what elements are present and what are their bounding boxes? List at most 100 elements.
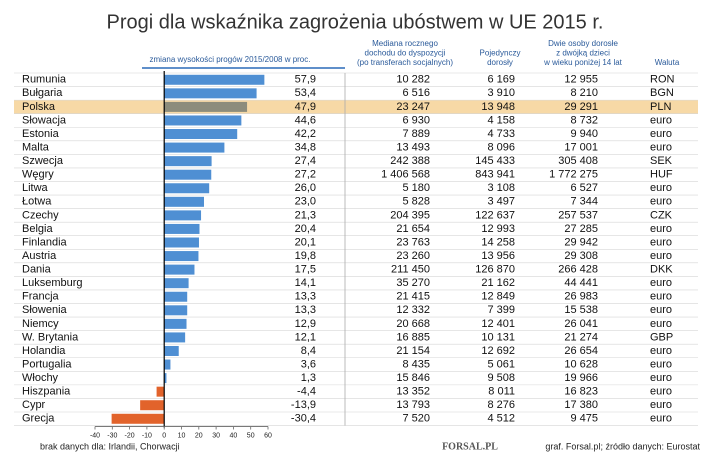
category-label: Niemcy: [22, 318, 59, 330]
table-cell: 8 210: [570, 87, 598, 99]
x-tick-label: -40: [90, 432, 100, 439]
column-header: z dwójką dzieci: [556, 49, 610, 58]
table-cell: 29 308: [564, 250, 598, 262]
currency-cell: euro: [650, 236, 672, 248]
currency-cell: euro: [650, 399, 672, 411]
table-cell: 12 849: [481, 291, 515, 303]
table-cell: 4 512: [487, 413, 515, 425]
table-cell: 7 399: [487, 304, 515, 316]
category-label: Belgia: [22, 223, 53, 235]
table-cell: 6 169: [487, 74, 515, 86]
table-cell: 8 435: [402, 358, 430, 370]
x-tick-label: 30: [212, 432, 220, 439]
x-axis-title: zmiana wysokości progów 2015/2008 w proc…: [150, 55, 311, 64]
table-cell: 5 180: [402, 182, 430, 194]
table-cell: 23 247: [396, 101, 430, 113]
table-cell: 7 344: [570, 196, 598, 208]
table-cell: 9 475: [570, 413, 598, 425]
currency-cell: euro: [650, 277, 672, 289]
currency-cell: euro: [650, 291, 672, 303]
table-cell: 12 993: [481, 223, 515, 235]
column-header: (po transferach socjalnych): [357, 58, 453, 67]
bar: [164, 142, 225, 153]
table-cell: 3 910: [487, 87, 515, 99]
table-cell: 6 516: [402, 87, 430, 99]
category-label: Francja: [22, 291, 60, 303]
x-tick-label: 20: [195, 432, 203, 439]
currency-cell: euro: [650, 182, 672, 194]
category-label: Grecja: [22, 413, 55, 425]
category-label: Włochy: [22, 372, 59, 384]
table-cell: 17 001: [564, 141, 598, 153]
table-cell: 10 131: [481, 331, 515, 343]
category-label: Szwecja: [22, 155, 64, 167]
chart-title: Progi dla wskaźnika zagrożenia ubóstwem …: [107, 11, 604, 33]
x-tick-label: 50: [247, 432, 255, 439]
category-label: Portugalia: [22, 358, 72, 370]
bar: [164, 278, 189, 289]
bar: [140, 400, 165, 411]
table-cell: 9 508: [487, 372, 515, 384]
category-label: Łotwa: [22, 196, 52, 208]
currency-cell: euro: [650, 413, 672, 425]
x-tick-label: 0: [162, 432, 166, 439]
value-label: 12,1: [295, 331, 316, 343]
currency-cell: euro: [650, 250, 672, 262]
table-cell: 15 846: [396, 372, 430, 384]
table-cell: 21 654: [396, 223, 430, 235]
table-cell: 7 520: [402, 413, 430, 425]
column-header: dochodu do dyspozycji: [365, 49, 446, 58]
table-cell: 29 942: [564, 236, 598, 248]
bar: [164, 359, 171, 370]
table-cell: 12 332: [396, 304, 430, 316]
currency-cell: euro: [650, 372, 672, 384]
table-cell: 242 388: [390, 155, 430, 167]
currency-cell: euro: [650, 386, 672, 398]
table-cell: 26 983: [564, 291, 598, 303]
x-tick-label: -20: [125, 432, 135, 439]
table-cell: 122 637: [475, 209, 515, 221]
table-cell: 26 041: [564, 318, 598, 330]
category-label: Czechy: [22, 209, 59, 221]
value-label: 42,2: [295, 128, 316, 140]
category-label: Rumunia: [22, 74, 67, 86]
table-cell: 13 948: [481, 101, 515, 113]
column-header: Pojedynczy: [480, 49, 521, 58]
currency-cell: euro: [650, 318, 672, 330]
value-label: 27,4: [295, 155, 316, 167]
bar: [164, 373, 167, 384]
x-tick-label: 10: [178, 432, 186, 439]
table-cell: 26 654: [564, 345, 598, 357]
value-label: 19,8: [295, 250, 316, 262]
x-tick-label: 40: [230, 432, 238, 439]
category-label: Holandia: [22, 345, 66, 357]
table-cell: 17 380: [564, 399, 598, 411]
bar: [164, 264, 195, 275]
table-cell: 23 260: [396, 250, 430, 262]
table-cell: 3 108: [487, 182, 515, 194]
currency-cell: euro: [650, 304, 672, 316]
currency-cell: euro: [650, 196, 672, 208]
table-cell: 27 285: [564, 223, 598, 235]
bar: [164, 101, 248, 112]
table-cell: 10 282: [396, 74, 430, 86]
currency-cell: DKK: [650, 264, 673, 276]
value-label: 13,3: [295, 304, 316, 316]
value-label: 14,1: [295, 277, 316, 289]
category-label: Polska: [22, 101, 56, 113]
value-label: 12,9: [295, 318, 316, 330]
currency-cell: RON: [650, 74, 675, 86]
value-label: 47,9: [295, 101, 316, 113]
value-label: -30,4: [291, 413, 316, 425]
value-label: 8,4: [301, 345, 316, 357]
table-cell: 6 930: [402, 114, 430, 126]
bar: [164, 291, 188, 302]
table-cell: 7 889: [402, 128, 430, 140]
value-label: -4,4: [297, 386, 316, 398]
value-label: 27,2: [295, 169, 316, 181]
table-cell: 44 441: [564, 277, 598, 289]
category-label: Finlandia: [22, 236, 68, 248]
table-cell: 13 956: [481, 250, 515, 262]
bar: [164, 88, 257, 99]
